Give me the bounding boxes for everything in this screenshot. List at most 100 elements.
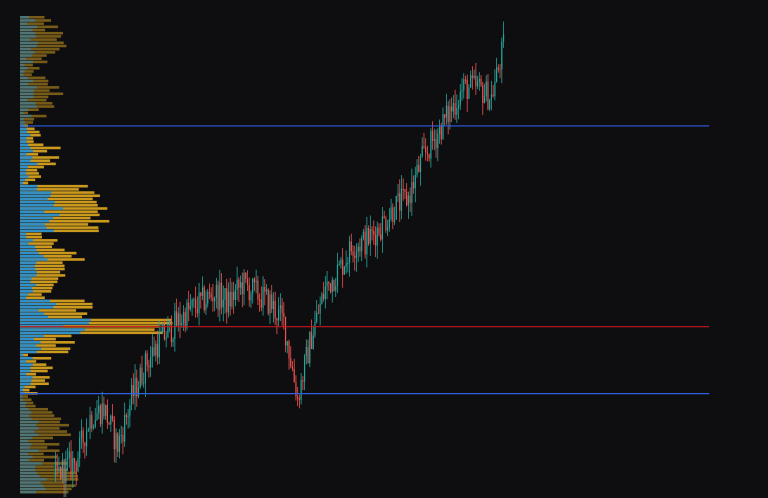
profile-bar-inner <box>20 255 44 258</box>
candle-body <box>207 292 209 304</box>
profile-bar-inner <box>20 423 36 427</box>
candle-body <box>141 367 143 384</box>
candle-body <box>205 303 207 310</box>
candle-body <box>117 433 119 452</box>
candle-body <box>80 430 83 438</box>
profile-bar-outer <box>20 216 91 220</box>
profile-bar-outer <box>20 261 63 264</box>
profile-bar-inner <box>20 337 34 341</box>
candle-body <box>357 246 359 252</box>
candle-body <box>432 130 434 141</box>
candle-body <box>72 458 74 475</box>
candle-body <box>238 279 240 288</box>
candle-body <box>150 356 152 368</box>
candle-body <box>219 282 221 310</box>
profile-bar-outer <box>20 337 56 341</box>
profile-bar-inner <box>20 481 41 484</box>
candle-body <box>132 385 134 397</box>
profile-bar-outer <box>20 105 55 108</box>
profile-bar-outer <box>20 44 67 48</box>
candle-body <box>367 228 370 244</box>
candle-body <box>82 430 84 443</box>
profile-bar-outer <box>20 57 42 61</box>
candle-body <box>426 152 429 155</box>
candle-body <box>400 188 403 211</box>
candle-body <box>489 99 491 110</box>
candle-body <box>153 347 155 356</box>
candle-body <box>388 218 390 228</box>
candle-body <box>385 218 387 231</box>
profile-bar-outer <box>20 341 75 344</box>
candle-body <box>364 231 366 255</box>
profile-bar-outer <box>20 25 58 29</box>
profile-bar-inner <box>20 465 36 468</box>
candle-body <box>66 458 69 460</box>
profile-bar-outer <box>20 35 62 38</box>
candle-body <box>264 286 266 292</box>
profile-bar-inner <box>20 130 28 134</box>
candle-body <box>144 353 147 384</box>
profile-bar-inner <box>20 286 32 290</box>
profile-bar-outer <box>20 363 47 366</box>
candle-body <box>297 396 299 399</box>
profile-bar-outer <box>20 458 44 462</box>
candle-body <box>94 420 96 427</box>
profile-bar-outer <box>20 70 34 73</box>
profile-bar-outer <box>20 175 41 178</box>
candle-body <box>314 321 316 336</box>
candle-body <box>291 366 294 369</box>
candle-body <box>316 312 318 322</box>
profile-bar-outer <box>20 162 56 166</box>
profile-bar-inner <box>20 143 29 147</box>
profile-bar-inner <box>20 321 89 325</box>
profile-bar-outer <box>20 16 45 19</box>
profile-bar-inner <box>20 414 30 417</box>
profile-bar-outer <box>20 321 173 325</box>
candle-body <box>430 130 432 159</box>
candle-body <box>120 435 122 437</box>
profile-bar-inner <box>20 92 34 96</box>
candle-body <box>56 461 58 469</box>
profile-bar-outer <box>20 258 85 261</box>
profile-bar-outer <box>20 398 32 401</box>
profile-bar-outer <box>20 191 95 194</box>
profile-bar-inner <box>20 388 23 392</box>
candle-body <box>160 332 162 334</box>
candle-body <box>298 398 300 400</box>
candle-body <box>414 175 416 189</box>
candle-body <box>248 284 250 301</box>
profile-bar-inner <box>20 302 57 306</box>
profile-bar-inner <box>20 127 27 131</box>
candle-body <box>380 234 382 240</box>
profile-bar-inner <box>20 86 37 89</box>
candle-body <box>444 114 446 118</box>
candle-body <box>227 291 230 313</box>
profile-bar-outer <box>20 89 50 92</box>
candle-body <box>122 435 124 442</box>
profile-bar-outer <box>20 38 57 41</box>
candle-body <box>193 299 195 301</box>
candle-body <box>106 404 108 423</box>
candle-body <box>89 414 91 430</box>
candle-body <box>191 299 193 307</box>
candle-body <box>267 289 269 314</box>
profile-bar-inner <box>20 213 60 217</box>
profile-bar-inner <box>20 181 24 185</box>
candle-body <box>451 106 453 112</box>
profile-bar-outer <box>20 168 38 172</box>
candle-body <box>201 287 204 296</box>
candle-body <box>252 278 254 294</box>
candle-body <box>361 238 363 252</box>
profile-bar-inner <box>20 404 26 408</box>
candle-body <box>454 103 456 115</box>
profile-bar-inner <box>20 235 27 239</box>
profile-bar-inner <box>20 484 44 488</box>
profile-bar-outer <box>20 127 35 131</box>
profile-bar-outer <box>20 277 59 280</box>
profile-bar-inner <box>20 471 37 475</box>
profile-bar-outer <box>20 347 71 350</box>
candle-body <box>226 288 228 313</box>
candle-body <box>371 229 373 232</box>
candle-body <box>111 415 114 420</box>
profile-bar-outer <box>20 270 61 274</box>
